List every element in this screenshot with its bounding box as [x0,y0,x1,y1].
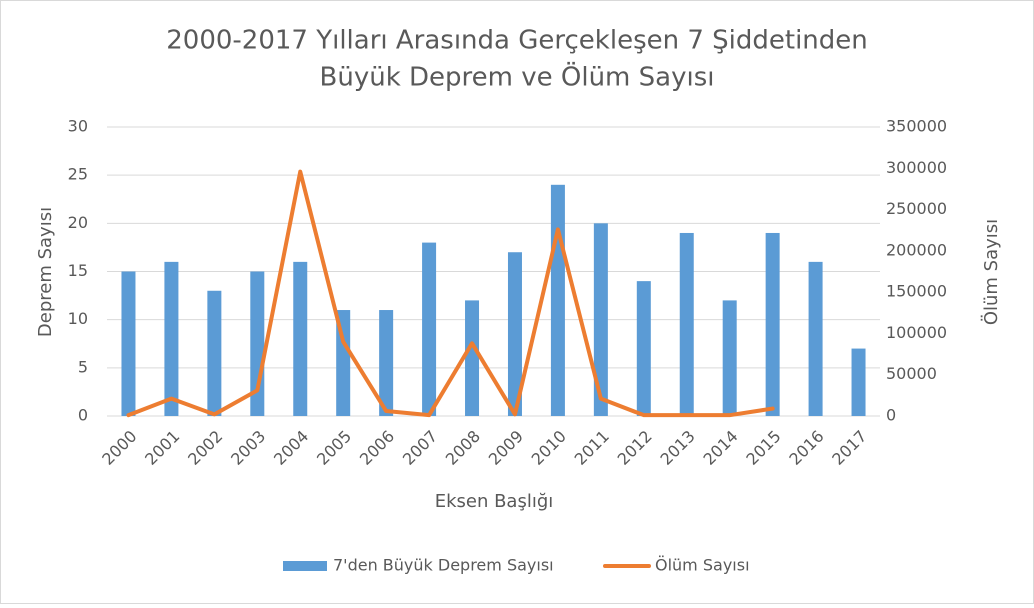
bar [765,232,780,416]
x-axis-title: Eksen Başlığı [435,491,554,512]
y2-tick-label: 50000 [886,364,937,383]
y2-tick-label: 0 [886,406,896,425]
y-tick-label: 10 [68,309,88,328]
bar [550,184,565,416]
line-series [126,169,775,418]
y-tick-label: 5 [78,357,88,376]
bar [679,232,694,416]
y2-tick-label: 100000 [886,323,947,342]
bar [808,261,823,416]
y-tick-label: 0 [78,406,88,425]
bar [507,252,522,416]
legend-label: 7'den Büyük Deprem Sayısı [333,556,554,575]
chart-title: 2000-2017 Yılları Arasında Gerçekleşen 7… [166,26,868,56]
chart-subtitle: Büyük Deprem ve Ölüm Sayısı [320,61,715,93]
legend-label: Ölüm Sayısı [655,556,750,575]
bar [164,261,179,416]
y2-tick-label: 200000 [886,240,947,259]
bar [636,281,651,416]
bar [336,310,351,416]
legend-swatch [283,561,327,571]
y-axis-title: Deprem Sayısı [35,207,56,337]
y-tick-label: 20 [68,213,88,232]
y-tick-label: 25 [68,165,88,184]
y-tick-label: 15 [68,261,88,280]
y2-tick-label: 300000 [886,158,947,177]
bar [293,261,308,416]
y2-axis-title: Ölüm Sayısı [980,219,1002,325]
bar [207,290,222,416]
bar [379,310,394,416]
y2-tick-label: 150000 [886,282,947,301]
y2-tick-label: 250000 [886,199,947,218]
bar [422,242,437,416]
y2-tick-label: 350000 [886,117,947,136]
y-tick-label: 30 [68,117,88,136]
bar [722,300,737,416]
bar [593,223,608,416]
bar [121,271,136,416]
bar [851,348,866,416]
bar [465,300,480,416]
